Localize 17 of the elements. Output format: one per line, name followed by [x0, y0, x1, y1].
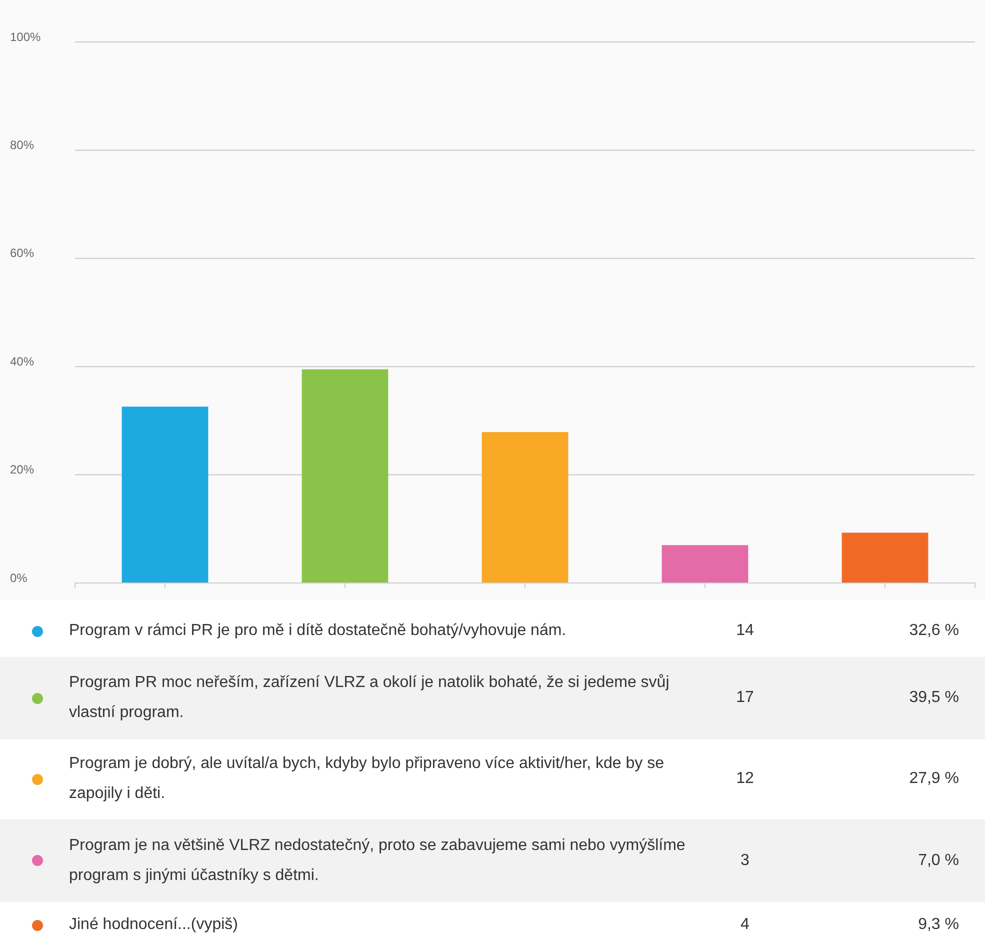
legend-label: Program PR moc neřeším, zařízení VLRZ a okolí je natolik bohaté, že si jedeme svůj vlastní program.: [69, 673, 670, 723]
legend-label: Program je dobrý, ale uvítal/a bych, kdyby bylo připraveno více aktivit/her, kde by se zapojily i děti.: [69, 754, 665, 804]
text: 4: [740, 915, 750, 935]
y-tick-label: 40%: [10, 354, 34, 368]
legend-label: Program v rámci PR je pro mě i dítě dostatečně bohatý/vyhovuje nám.: [69, 621, 568, 641]
y-tick-label: 100%: [10, 30, 42, 44]
text: 12: [735, 769, 755, 789]
legend-label: Program je na většině VLRZ nedostatečný, proto se zabavujeme sami nebo vymýšlíme program s jinými účastníky s dětmi.: [69, 836, 686, 886]
y-tick-label: 80%: [10, 138, 34, 152]
text: 32,6 %: [908, 621, 960, 641]
text: 9,3 %: [917, 915, 960, 935]
text: 14: [735, 621, 755, 641]
text: 27,9 %: [908, 769, 960, 789]
legend-label: Jiné hodnocení...(vypiš): [69, 915, 239, 935]
y-tick-label: 20%: [10, 462, 34, 477]
y-tick-label: 60%: [10, 246, 34, 260]
y-tick-label: 0%: [10, 570, 28, 585]
